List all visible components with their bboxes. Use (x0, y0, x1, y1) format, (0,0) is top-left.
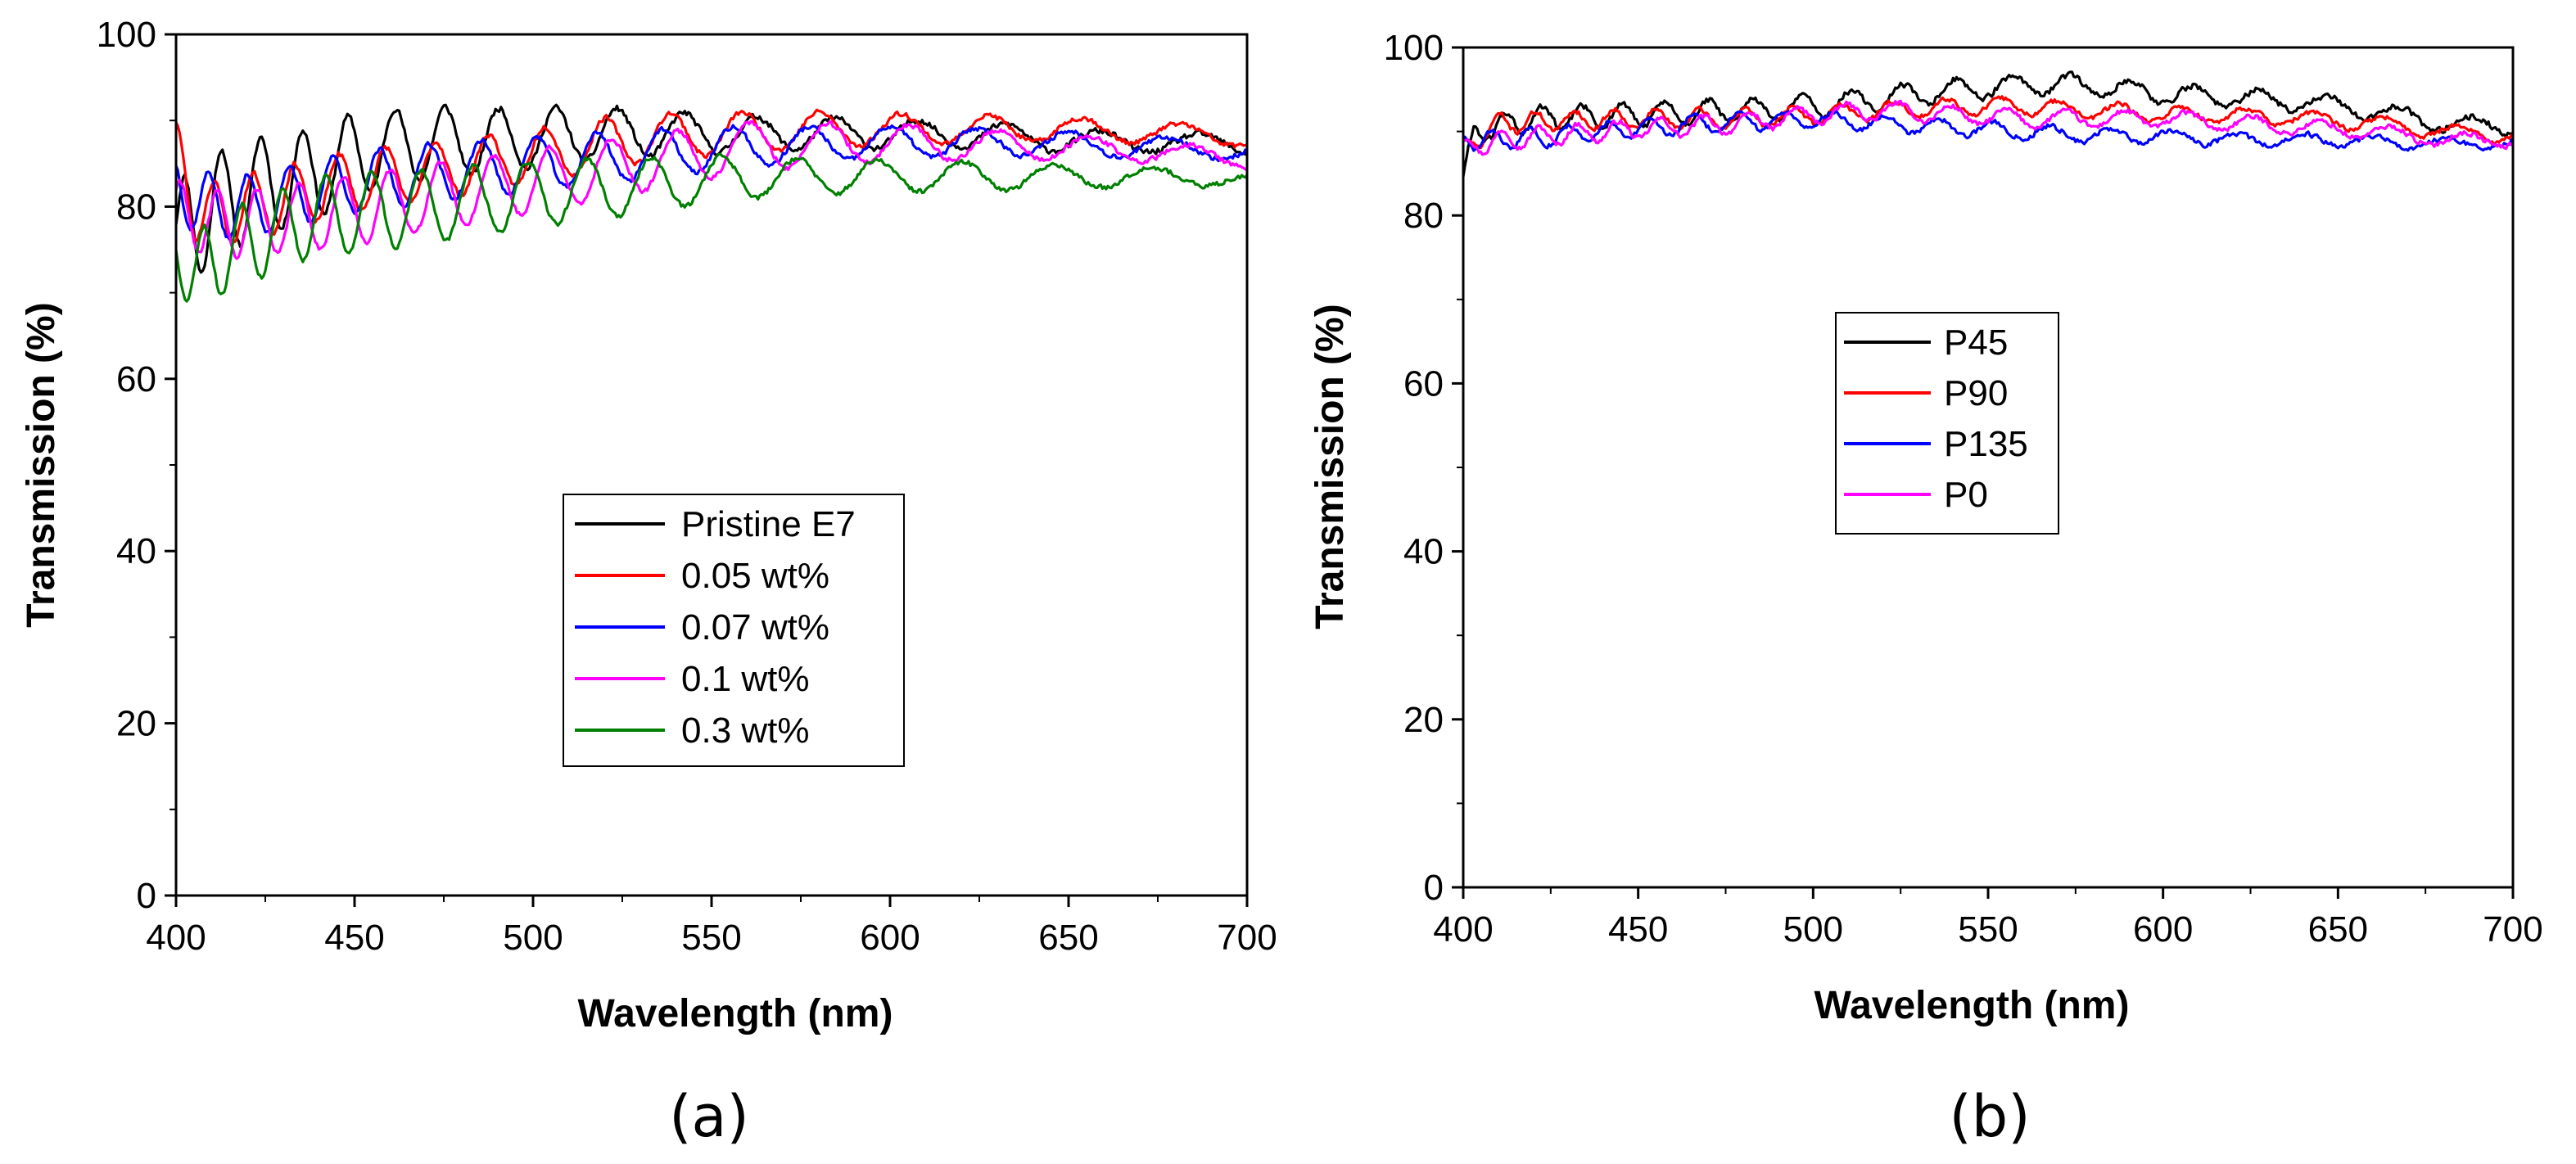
x-tick-label-a-600: 600 (860, 918, 920, 958)
y-tick-label-a-0: 0 (137, 876, 156, 916)
legend-label-a-4: 0.3 wt% (681, 711, 810, 751)
legend-label-a-1: 0.05 wt% (681, 556, 829, 596)
legend-items-b: P45 P90 P135 P0 (1844, 323, 2028, 515)
ticks-a: 400 450 500 550 600 650 700 0 20 40 60 80 100 (97, 15, 1277, 958)
legend-b: P45 P90 P135 P0 (1835, 312, 2059, 535)
y-tick-label-b-60: 60 (1403, 363, 1444, 404)
x-tick-label-a-650: 650 (1038, 918, 1098, 958)
series-line-a-2 (174, 124, 1248, 241)
legend-label-a-0: Pristine E7 (681, 504, 856, 544)
panel-label-b: (b) (1949, 1083, 2030, 1150)
y-axis-title-b: Transmission (%) (1308, 304, 1352, 629)
x-tick-label-a-400: 400 (146, 918, 206, 958)
x-tick-label-a-550: 550 (681, 918, 741, 958)
panel-label-a: (a) (669, 1083, 749, 1150)
x-axis-title-a: Wavelength (nm) (578, 992, 893, 1035)
series-line-a-1 (174, 108, 1248, 244)
series-line-a-4 (174, 152, 1249, 303)
legend-box-a (563, 494, 905, 767)
y-tick-label-b-80: 80 (1403, 196, 1444, 236)
y-tick-label-b-0: 0 (1424, 868, 1444, 908)
ticks-b: 400 450 500 550 600 650 700 0 20 40 60 80 100 (1384, 28, 2543, 950)
legend-label-a-2: 0.07 wt% (681, 607, 829, 647)
legend-label-b-3: P0 (1944, 475, 1988, 515)
y-axis-title-a: Transmission (%) (20, 302, 63, 627)
legend-box-b (1835, 312, 2059, 535)
x-tick-label-a-500: 500 (503, 918, 563, 958)
y-tick-label-b-40: 40 (1403, 532, 1444, 572)
legend-a: Pristine E7 0.05 wt% 0.07 wt% 0.1 wt% 0.3 wt… (563, 494, 905, 767)
series-line-a-3 (174, 120, 1248, 260)
x-tick-label-b-600: 600 (2133, 909, 2193, 950)
y-tick-label-a-60: 60 (116, 359, 156, 399)
x-tick-label-a-700: 700 (1217, 918, 1277, 958)
x-tick-label-b-550: 550 (1958, 909, 2018, 950)
series-line-b-0 (1462, 70, 2514, 178)
series-line-b-3 (1462, 99, 2515, 156)
series-layer-a (174, 103, 1249, 303)
x-tick-label-b-400: 400 (1433, 909, 1493, 950)
x-tick-label-b-650: 650 (2308, 909, 2368, 950)
y-tick-label-b-100: 100 (1384, 28, 1444, 68)
y-tick-label-a-20: 20 (116, 704, 156, 744)
x-tick-label-b-500: 500 (1783, 909, 1843, 950)
legend-label-b-0: P45 (1944, 323, 2008, 363)
chart-panel-a: 400 450 500 550 600 650 700 0 20 40 60 80 100 Wavele… (20, 15, 1277, 1150)
x-tick-label-a-450: 450 (324, 918, 384, 958)
legend-items-a: Pristine E7 0.05 wt% 0.07 wt% 0.1 wt% 0.3 wt… (575, 504, 856, 751)
x-axis-title-b: Wavelength (nm) (1814, 984, 2130, 1027)
legend-label-b-2: P135 (1944, 424, 2028, 464)
legend-label-b-1: P90 (1944, 373, 2008, 413)
y-tick-label-a-40: 40 (116, 531, 156, 571)
y-tick-label-a-100: 100 (97, 15, 156, 55)
x-tick-label-b-450: 450 (1608, 909, 1668, 950)
y-tick-label-a-80: 80 (116, 187, 156, 227)
y-tick-label-b-20: 20 (1403, 700, 1444, 740)
chart-panel-b: 400 450 500 550 600 650 700 0 20 40 60 80 100 Wavele… (1308, 28, 2543, 1150)
series-layer-b (1462, 70, 2515, 178)
x-tick-label-b-700: 700 (2483, 909, 2542, 950)
legend-label-a-3: 0.1 wt% (681, 659, 810, 699)
